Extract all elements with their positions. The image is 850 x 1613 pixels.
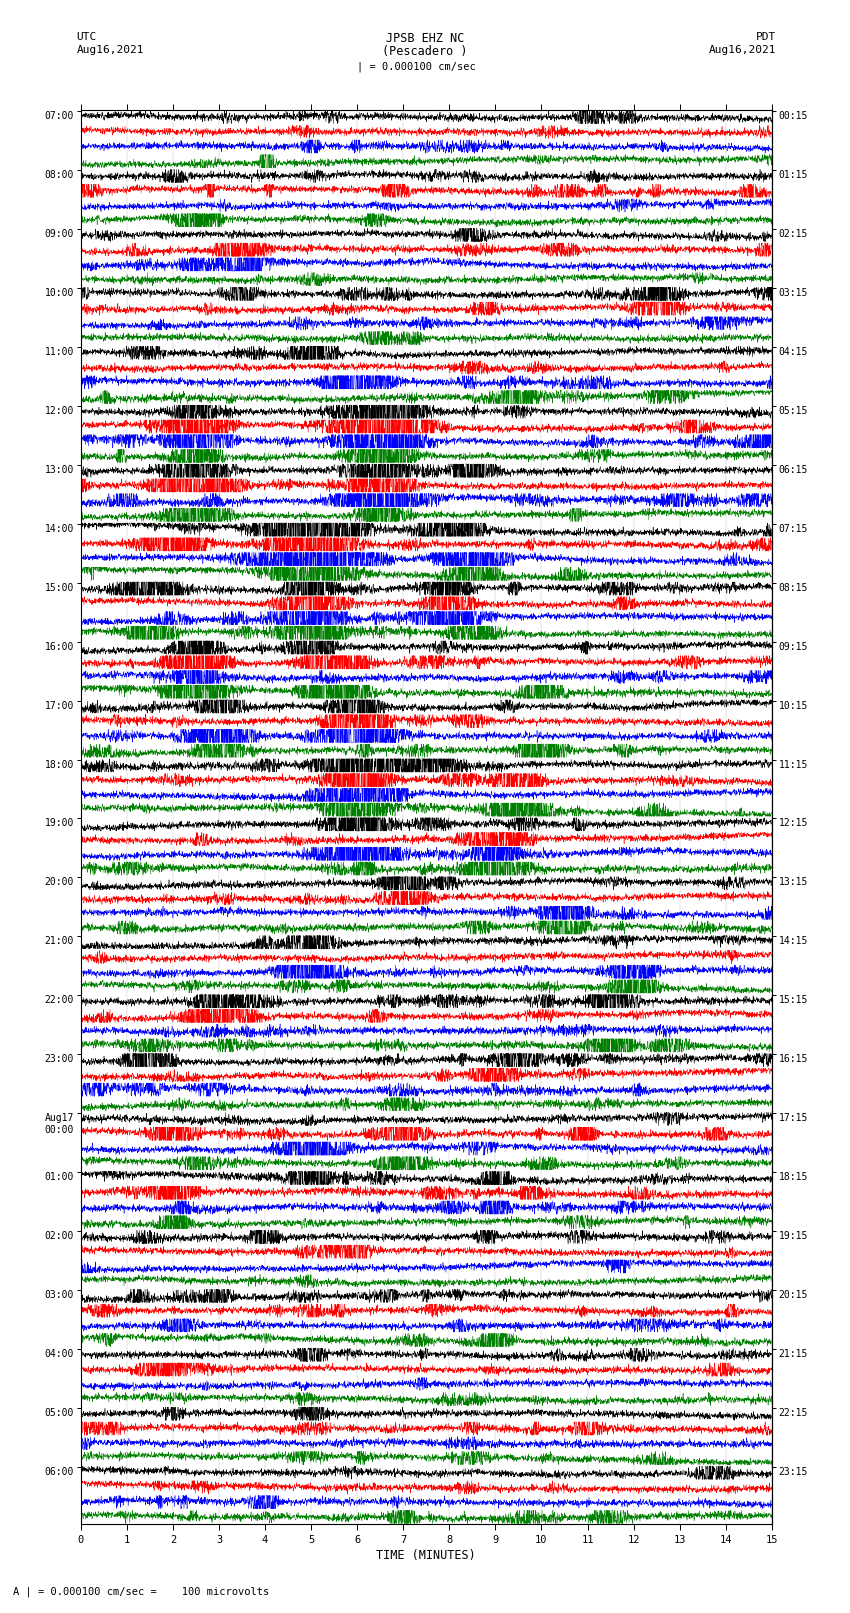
Text: JPSB EHZ NC: JPSB EHZ NC — [386, 32, 464, 45]
Text: (Pescadero ): (Pescadero ) — [382, 45, 468, 58]
Text: Aug16,2021: Aug16,2021 — [709, 45, 776, 55]
Text: A | = 0.000100 cm/sec =    100 microvolts: A | = 0.000100 cm/sec = 100 microvolts — [13, 1586, 269, 1597]
Text: | = 0.000100 cm/sec: | = 0.000100 cm/sec — [357, 61, 476, 73]
X-axis label: TIME (MINUTES): TIME (MINUTES) — [377, 1548, 476, 1561]
Text: Aug16,2021: Aug16,2021 — [76, 45, 144, 55]
Text: PDT: PDT — [756, 32, 776, 42]
Text: UTC: UTC — [76, 32, 97, 42]
